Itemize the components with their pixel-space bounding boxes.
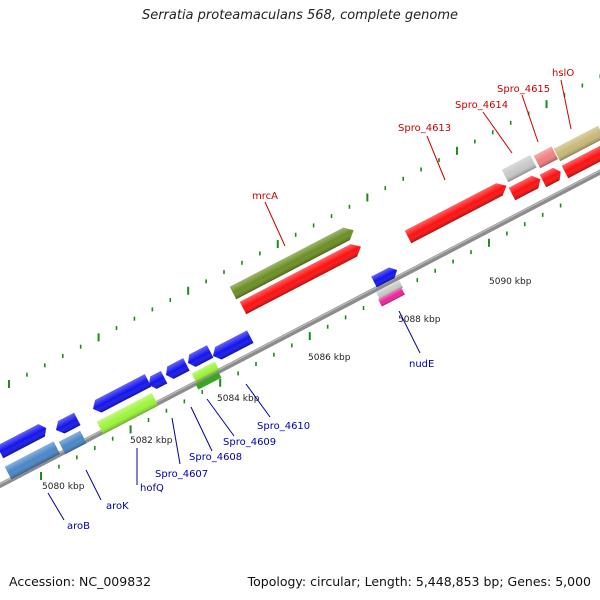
genome-summary: Topology: circular; Length: 5,448,853 bp…	[247, 574, 591, 589]
gene-hofQ-blue	[93, 374, 152, 413]
gene-Spro_4613	[404, 183, 507, 244]
kbp-label: 5082 kbp	[130, 436, 173, 446]
gene-hslO-khaki	[553, 125, 600, 162]
gene-Spro_4608-blue	[166, 358, 190, 379]
tick-row-inner	[40, 203, 562, 480]
reverse-gene-labels: aroB aroK hofQ Spro_4607 Spro_4608 Spro_…	[47, 310, 434, 532]
gene-aroK-steel	[58, 430, 87, 455]
gene-aroB-blue	[0, 424, 47, 459]
gene-nudE-blue	[371, 267, 398, 288]
accession-label: Accession: NC_009832	[9, 574, 152, 589]
kbp-label: 5080 kbp	[42, 482, 85, 492]
gene-label-Spro_4609: Spro_4609	[223, 437, 276, 448]
gene-label-hslO: hslO	[552, 68, 574, 79]
gene-aroB-steel	[4, 441, 61, 480]
kbp-label: 5086 kbp	[308, 353, 351, 363]
gene-Spro_4610-blue	[213, 330, 254, 360]
gene-label-nudE: nudE	[409, 359, 434, 370]
gene-Spro_4609-green	[195, 372, 222, 390]
forward-gene-labels: mrcA Spro_4613 Spro_4614 Spro_4615 hslO	[252, 68, 574, 247]
gene-Spro_4614-grey	[501, 155, 537, 183]
gene-label-Spro_4608: Spro_4608	[189, 452, 242, 463]
gene-mrcA-olive	[229, 227, 354, 300]
genome-title: Serratia proteamaculans 568, complete ge…	[141, 8, 459, 23]
gene-Spro_4614-red	[508, 175, 541, 201]
gene-label-Spro_4613: Spro_4613	[398, 123, 451, 134]
gene-label-Spro_4615: Spro_4615	[497, 84, 550, 95]
genome-backbone-highlight	[0, 170, 600, 485]
gene-label-Spro_4614: Spro_4614	[455, 100, 508, 111]
gene-label-aroB: aroB	[67, 521, 90, 532]
tick-row-outer	[8, 74, 600, 388]
kbp-label: 5084 kbp	[217, 394, 260, 404]
gene-Spro_4609-lime	[191, 361, 220, 383]
gene-hofQ-lime	[96, 393, 159, 435]
gene-Spro_4615-pink	[533, 146, 558, 169]
gene-label-Spro_4607: Spro_4607	[155, 469, 208, 480]
gene-nudE-grey	[376, 280, 403, 300]
kbp-labels: 5080 kbp 5082 kbp 5084 kbp 5086 kbp 5088…	[42, 277, 532, 492]
kbp-label: 5088 kbp	[398, 315, 441, 325]
gene-label-hofQ: hofQ	[140, 483, 164, 494]
gene-Spro_4609-blue	[188, 345, 214, 367]
gene-label-mrcA: mrcA	[252, 191, 278, 202]
gene-Spro_4607-blue	[149, 370, 168, 389]
kbp-label: 5090 kbp	[489, 277, 532, 287]
gene-label-Spro_4610: Spro_4610	[257, 421, 310, 432]
gene-mrcA-red	[239, 244, 361, 315]
gene-aroK-blue	[56, 412, 81, 434]
genome-backbone	[0, 169, 600, 489]
gene-label-aroK: aroK	[106, 501, 129, 512]
gene-nudE-magenta	[378, 287, 405, 307]
gene-Spro_4615-red	[539, 167, 561, 188]
